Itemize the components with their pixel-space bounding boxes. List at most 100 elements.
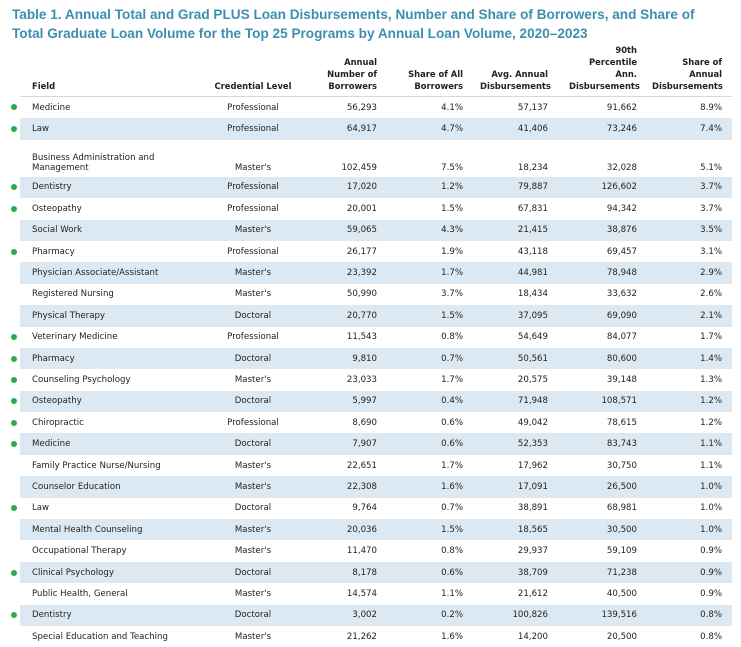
table-cell: Family Practice Nurse/Nursing [32,460,161,471]
table-cell: Master's [234,162,272,173]
table-cell: 3.7% [441,289,463,300]
table-cell: 38,876 [560,219,650,241]
table-cell: 1.5% [390,305,475,327]
table-cell: 69,457 [606,246,637,257]
table-row: Counselor Education Master's 22,308 1.6% 17,… [20,476,732,498]
table-cell: 78,615 [606,417,637,428]
table-cell: 67,831 [517,203,548,214]
table-cell: 49,042 [517,417,548,428]
table-cell: 0.8% [650,604,732,626]
table-cell: Professional [210,176,296,199]
row-marker [11,569,17,576]
table-cell: 8,690 [352,417,377,428]
column-header: Credential Level [210,44,296,97]
table-cell: Doctoral [210,561,296,584]
table-cell: 4.7% [390,118,475,140]
table-cell: 0.8% [441,332,463,343]
table-cell: Clinical Psychology [20,561,210,584]
table-cell: 1.0% [650,519,732,541]
row-marker [11,104,17,111]
table-cell: 8.9% [700,102,722,113]
table-row: Special Education and Teaching Master's 21… [20,626,732,647]
column-header: Field [20,44,210,97]
table-cell: 20,770 [296,305,390,327]
table-cell: 17,091 [475,476,560,498]
table-cell: Professional [227,332,279,343]
header-text: 90th Percentile Ann. Disbursements [569,45,640,91]
table-cell: 30,500 [560,519,650,541]
table-cell: 2.6% [700,289,722,300]
table-cell: 0.7% [441,503,463,514]
table-cell: Registered Nursing [32,289,114,300]
table-cell: 0.9% [700,588,722,599]
table-cell: Law [32,503,50,514]
table-cell: 80,600 [560,347,650,370]
table-cell: 21,262 [346,631,377,642]
table-cell: 0.6% [390,433,475,455]
table-cell: Social Work [20,219,210,241]
table-title: Table 1. Annual Total and Grad PLUS Loan… [12,7,695,41]
table-cell: 54,649 [517,332,548,343]
table-cell: 3.7% [700,203,722,214]
table-cell: 29,937 [517,546,548,557]
table-cell: 20,500 [606,631,637,642]
table-cell: 1.1% [650,433,732,455]
table-cell: Dentistry [20,176,210,199]
table-cell: 1.4% [650,347,732,370]
table-cell: 1.1% [441,588,463,599]
table-cell: 2.1% [650,305,732,327]
table-cell: 0.4% [390,390,475,413]
table-row: Veterinary Medicine Professional 11,543 0.8… [20,327,732,348]
table-cell: 108,571 [560,390,650,413]
table-cell: 18,565 [475,519,560,541]
table-cell: Doctoral [210,433,296,455]
table-cell: 21,415 [475,219,560,241]
table-cell: 1.0% [700,503,722,514]
table-row: Physical Therapy Doctoral 20,770 1.5% 37,095… [20,305,732,327]
table-cell: 3,002 [296,604,390,626]
table-cell: 11,543 [346,332,377,343]
table-cell: 44,981 [475,262,560,284]
table-cell: Doctoral [210,604,296,626]
table-cell: 0.9% [650,561,732,584]
table-cell: 1.6% [390,476,475,498]
table-row: Occupational Therapy Master's 11,470 0.8% 29… [20,540,732,561]
table-cell: 14,574 [346,588,377,599]
table-cell: 79,887 [475,176,560,199]
row-marker [11,398,17,405]
table-cell: 0.8% [441,546,463,557]
table-cell: 52,353 [475,433,560,455]
table-cell: Master's [234,546,272,557]
table-row: Family Practice Nurse/Nursing Master's 22,… [20,455,732,476]
table-cell: Special Education and Teaching [32,631,168,642]
column-header: Share of All Borrowers [390,44,475,97]
table-cell: 1.7% [390,262,475,284]
table-cell: Public Health, General [32,588,128,599]
table-cell: 1.7% [700,332,722,343]
table-cell: 38,891 [517,503,548,514]
table-cell: Professional [227,102,279,113]
row-marker [11,355,17,362]
table-row: Osteopathy Professional 20,001 1.5% 67,831 94… [20,198,732,219]
table-cell: 57,137 [517,102,548,113]
table-cell: Law [20,118,210,140]
table-cell: 2.9% [650,262,732,284]
table-cell: 1.2% [700,417,722,428]
table-cell: Physical Therapy [20,305,210,327]
table-row: Medicine Professional 56,293 4.1% 57,137 91,6… [20,97,732,119]
table-cell: 59,109 [606,546,637,557]
table-cell: 1.7% [441,460,463,471]
table-cell: 7,907 [296,433,390,455]
table-cell: 20,036 [296,519,390,541]
table-cell: 94,342 [606,203,637,214]
table-cell: 91,662 [606,102,637,113]
table-row: Physician Associate/Assistant Master's 23,… [20,262,732,284]
column-header: Share of Annual Disbursements [650,44,732,97]
table-cell: Professional [227,246,279,257]
table-cell: Master's [234,289,272,300]
table-cell: 26,177 [346,246,377,257]
loan-table: Field Credential Level Annual Number of Bo… [20,44,732,647]
table-cell: 0.6% [441,417,463,428]
table-cell: 56,293 [346,102,377,113]
